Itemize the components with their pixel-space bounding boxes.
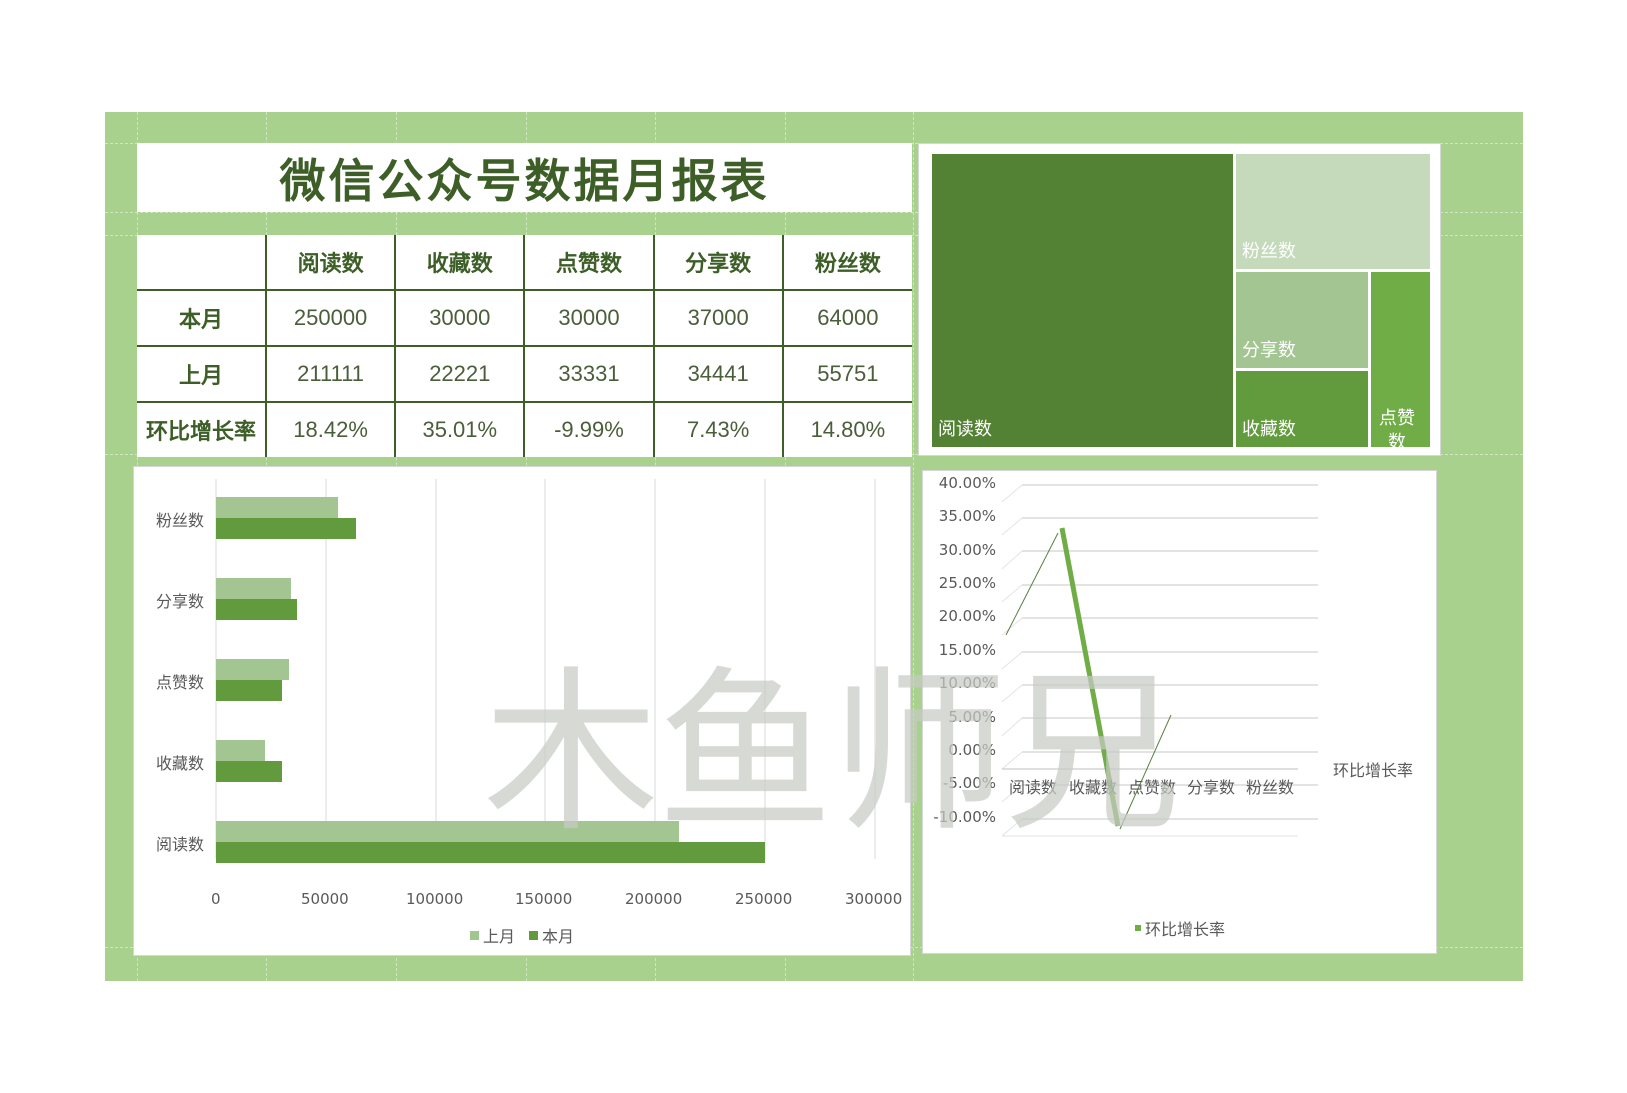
table-cell[interactable]: 55751 [781,345,912,403]
x-tick-label: 50000 [301,890,349,908]
treemap-tile-fans[interactable]: 粉丝数 [1236,154,1430,269]
x-tick-label: 300000 [845,890,903,908]
table-header-cell[interactable]: 点赞数 [523,235,655,291]
legend-swatch-growth [1135,925,1141,931]
category-label: 分享数 [1187,778,1236,797]
y-tick-label: 15.00% [938,641,996,659]
legend-swatch-current-month [529,930,539,940]
table-cell[interactable]: 18.42% [264,401,397,457]
report-title-box: 微信公众号数据月报表 [137,143,912,212]
category-label: 阅读数 [1009,778,1058,797]
table-cell[interactable]: 14.80% [781,401,912,457]
row-label[interactable]: 环比增长率 [137,401,267,457]
tile-label: 粉丝数 [1242,241,1296,262]
y-tick-label: 20.00% [938,607,996,625]
table-cell[interactable]: 33331 [523,345,655,403]
table-cell[interactable]: -9.99% [523,401,655,457]
table-cell[interactable]: 34441 [652,345,784,403]
x-tick-label: 250000 [735,890,793,908]
table-header-cell[interactable]: 收藏数 [394,235,526,291]
table-row: 上月 211111 22221 33331 34441 55751 [137,345,912,403]
category-label: 收藏数 [156,754,205,773]
y-tick-label: 30.00% [938,541,996,559]
legend-label[interactable]: 环比增长率 [1145,920,1226,939]
y-tick-label: -10.00% [933,808,996,826]
category-label: 粉丝数 [1246,778,1295,797]
category-label: 点赞数 [1128,778,1177,797]
tile-label: 分享数 [1242,340,1296,361]
bar-chart[interactable]: 粉丝数 分享数 点赞数 收藏数 阅读数 0 50000 100000 15000… [133,466,911,956]
bar-chart-legend: 上月 本月 [470,923,574,947]
table-cell[interactable]: 7.43% [652,401,784,457]
x-tick-label: 100000 [406,890,464,908]
table-row: 本月 250000 30000 30000 37000 64000 [137,289,912,347]
y-tick-label: 10.00% [938,674,996,692]
table-cell[interactable]: 37000 [652,289,784,347]
table-header-cell[interactable]: 阅读数 [264,235,397,291]
table-cell[interactable]: 250000 [264,289,397,347]
x-tick-label: 0 [211,890,221,908]
category-label: 阅读数 [156,835,205,854]
treemap-tile-like[interactable]: 点赞数 [1371,272,1430,447]
line-chart-legend: 环比增长率 [1135,916,1225,940]
table-cell[interactable]: 35.01% [394,401,526,457]
table-header-row: 阅读数 收藏数 点赞数 分享数 粉丝数 [137,235,912,291]
x-tick-label: 150000 [515,890,573,908]
treemap-tile-fav[interactable]: 收藏数 [1236,371,1368,447]
y-tick-label: 25.00% [938,574,996,592]
legend-label[interactable]: 本月 [542,927,575,946]
line-chart[interactable]: 40.00% 35.00% 30.00% 25.00% 20.00% 15.00… [922,470,1437,954]
table-cell[interactable]: 211111 [264,345,397,403]
tile-label: 收藏数 [1242,419,1296,440]
depth-axis-label: 环比增长率 [1333,761,1414,780]
row-label[interactable]: 上月 [137,345,267,403]
line-chart-plot [1001,484,1318,837]
treemap-tile-share[interactable]: 分享数 [1236,272,1368,368]
table-row: 环比增长率 18.42% 35.01% -9.99% 7.43% 14.80% [137,401,912,457]
y-tick-label: -5.00% [942,774,996,792]
table-cell[interactable]: 30000 [523,289,655,347]
legend-label[interactable]: 上月 [483,927,516,946]
table-header-cell[interactable]: 粉丝数 [781,235,912,291]
treemap-tile-read[interactable]: 阅读数 [932,154,1233,447]
treemap-chart[interactable]: 阅读数 粉丝数 分享数 收藏数 点赞数 [918,143,1441,456]
table-cell[interactable]: 22221 [394,345,526,403]
page-title: 微信公众号数据月报表 [279,153,770,208]
category-label: 分享数 [156,592,205,611]
data-table: 阅读数 收藏数 点赞数 分享数 粉丝数 本月 250000 30000 3000… [137,235,912,457]
y-tick-label: 35.00% [938,507,996,525]
tile-label: 点赞数 [1379,408,1415,447]
table-header-cell[interactable]: 分享数 [652,235,784,291]
x-tick-label: 200000 [625,890,683,908]
bar-chart-plot [215,479,876,863]
table-cell[interactable]: 30000 [394,289,526,347]
tile-label: 阅读数 [938,419,992,440]
legend-swatch-last-month [470,930,479,940]
category-label: 收藏数 [1069,778,1118,797]
category-label: 点赞数 [156,673,205,692]
table-header-cell[interactable] [137,235,267,291]
row-label[interactable]: 本月 [137,289,267,347]
y-tick-label: 40.00% [938,474,996,492]
y-tick-label: 5.00% [948,708,996,726]
y-tick-label: 0.00% [948,741,996,759]
category-label: 粉丝数 [156,511,205,530]
table-cell[interactable]: 64000 [781,289,912,347]
